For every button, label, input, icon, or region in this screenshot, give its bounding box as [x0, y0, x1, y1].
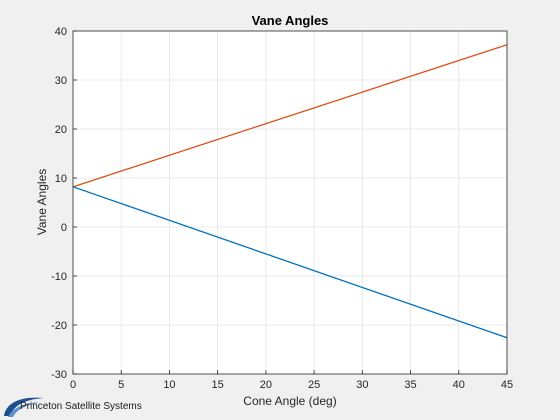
y-tick-label: -10 — [51, 271, 67, 283]
y-tick-label: 40 — [55, 26, 67, 38]
x-tick-label: 30 — [356, 379, 368, 391]
x-tick-label: 5 — [118, 379, 124, 391]
chart-title: Vane Angles — [252, 13, 329, 28]
y-tick-label: 0 — [61, 222, 67, 234]
x-tick-label: 20 — [260, 379, 272, 391]
y-tick-label: 20 — [55, 124, 67, 136]
series-line-1 — [72, 186, 508, 339]
y-tick-label: 10 — [55, 173, 67, 185]
y-tick-label: -20 — [51, 320, 67, 332]
x-tick-label: 10 — [163, 379, 175, 391]
company-logo — [4, 397, 44, 417]
y-tick-label: -30 — [51, 369, 67, 381]
series-layer — [72, 44, 508, 339]
x-axis-label: Cone Angle (deg) — [243, 394, 336, 408]
series-line-0 — [72, 44, 508, 188]
x-tick-label: 25 — [308, 379, 320, 391]
logo-swoosh-accent-icon — [8, 402, 40, 417]
x-tick-label: 35 — [404, 379, 416, 391]
x-tick-label: 45 — [501, 379, 513, 391]
x-tick-label: 15 — [212, 379, 224, 391]
ticks: 0 5 10 15 20 25 30 35 40 45 -30 -20 -10 0 10 20 30 40 — [51, 26, 513, 391]
logo-text: Princeton Satellite Systems — [20, 401, 142, 412]
plot-area — [73, 31, 507, 374]
axes-box — [72, 30, 508, 375]
grid — [73, 31, 507, 374]
y-tick-label: 30 — [55, 75, 67, 87]
x-tick-label: 0 — [70, 379, 76, 391]
x-tick-label: 40 — [453, 379, 465, 391]
logo-swoosh-icon — [4, 397, 44, 416]
y-axis-label: Vane Angles — [35, 169, 49, 236]
